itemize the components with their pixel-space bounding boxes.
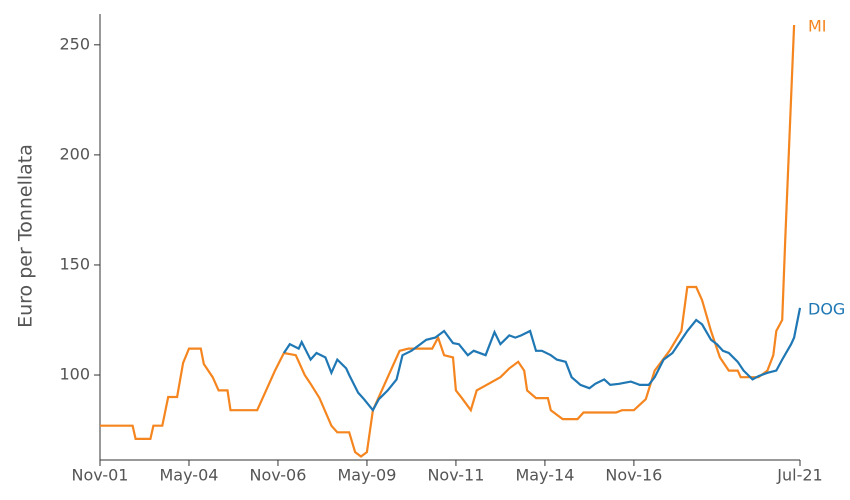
x-tick-label: Nov-06 [249,466,306,485]
series-line [282,307,802,413]
series-label: MI [808,17,827,36]
series-label: DOG [808,299,845,318]
x-tick-label: May-04 [160,466,219,485]
x-tick-label: May-09 [337,466,396,485]
y-tick-label: 200 [59,144,90,163]
x-tick-label: Nov-11 [427,466,484,485]
y-tick-label: 150 [59,254,90,273]
y-tick-label: 250 [59,34,90,53]
x-tick-label: May-14 [515,466,574,485]
x-tick-label: Nov-16 [605,466,662,485]
x-tick-label: Jul-21 [776,466,822,485]
y-axis-label: Euro per Tonnellata [15,144,37,328]
x-tick-label: Nov-01 [72,466,129,485]
y-tick-label: 100 [59,365,90,384]
series-line [100,24,796,458]
